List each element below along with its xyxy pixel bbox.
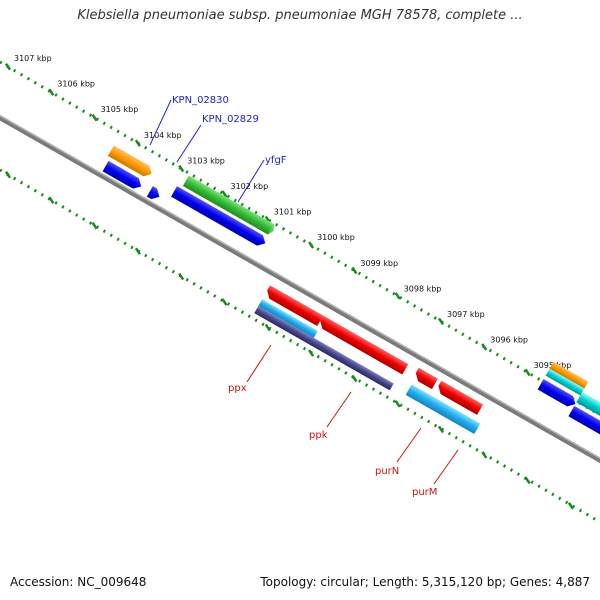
major-tick bbox=[264, 323, 271, 332]
gene-ppk-red[interactable] bbox=[317, 315, 409, 375]
major-tick bbox=[308, 241, 315, 249]
gene-purm-red[interactable] bbox=[435, 380, 484, 415]
major-tick bbox=[221, 298, 228, 306]
tick-label: 3096 kbp bbox=[490, 336, 528, 345]
leader-ppx bbox=[246, 344, 272, 383]
tick-label: 3105 kbp bbox=[101, 105, 139, 114]
genome-backbone-highlight bbox=[0, 114, 600, 460]
gene-ppk-purple[interactable] bbox=[254, 306, 394, 391]
gene-small-blue bbox=[146, 186, 160, 200]
leader-kpn-02830 bbox=[149, 99, 172, 146]
major-tick bbox=[178, 272, 185, 281]
gene-right-blue-2 bbox=[568, 405, 600, 437]
major-tick bbox=[134, 139, 141, 147]
major-tick bbox=[437, 317, 445, 326]
genome-backbone bbox=[0, 114, 600, 464]
major-tick bbox=[221, 190, 228, 198]
label-kpn-02830: KPN_02830 bbox=[172, 95, 229, 106]
major-tick bbox=[91, 113, 98, 122]
gene-blue-under-yfgf[interactable] bbox=[171, 186, 268, 248]
topology-label: Topology: circular; Length: 5,315,120 bp… bbox=[260, 575, 590, 589]
upper-tick-line bbox=[0, 60, 600, 417]
major-tick bbox=[394, 292, 401, 300]
label-purn: purN bbox=[375, 466, 399, 477]
major-tick bbox=[48, 88, 55, 96]
label-kpn-02829: KPN_02829 bbox=[202, 114, 259, 125]
leader-yfgf bbox=[237, 159, 265, 203]
label-ppx: ppx bbox=[228, 383, 247, 394]
major-tick bbox=[524, 476, 531, 485]
tick-label: 3101 kbp bbox=[274, 208, 312, 217]
label-ppk: ppk bbox=[309, 430, 328, 441]
major-tick bbox=[178, 164, 185, 173]
major-tick bbox=[481, 343, 488, 351]
tick-label: 3102 kbp bbox=[231, 182, 269, 191]
leader-ppk bbox=[326, 391, 352, 428]
major-tick bbox=[394, 400, 401, 408]
label-yfgf: yfgF bbox=[265, 155, 287, 166]
gene-ppx-cyan[interactable] bbox=[258, 299, 318, 338]
major-tick bbox=[4, 171, 12, 179]
upper-major-ticks bbox=[4, 63, 574, 402]
major-tick bbox=[567, 502, 574, 510]
major-tick bbox=[524, 368, 531, 377]
accession-label: Accession: NC_009648 bbox=[10, 575, 147, 589]
leader-purn bbox=[396, 427, 422, 463]
leader-purm bbox=[433, 449, 459, 485]
major-tick bbox=[481, 451, 488, 459]
major-tick bbox=[351, 374, 358, 383]
tick-label: 3099 kbp bbox=[360, 259, 398, 268]
leader-kpn-02829 bbox=[176, 124, 202, 163]
major-tick bbox=[308, 349, 315, 357]
major-tick bbox=[4, 63, 12, 71]
major-tick bbox=[437, 425, 445, 434]
gene-yfgf-tip bbox=[267, 224, 274, 235]
major-tick bbox=[48, 196, 55, 204]
gene-purnm-cyan[interactable] bbox=[405, 384, 481, 434]
label-purm: purM bbox=[412, 487, 437, 498]
lower-major-ticks bbox=[4, 171, 574, 510]
major-tick bbox=[351, 266, 358, 275]
gene-right-teal-2 bbox=[576, 391, 600, 423]
tick-label: 3097 kbp bbox=[447, 310, 485, 319]
map-title: Klebsiella pneumoniae subsp. pneumoniae … bbox=[77, 8, 523, 23]
gene-right-blue bbox=[537, 379, 576, 407]
gene-purn-red[interactable] bbox=[413, 367, 438, 390]
major-tick bbox=[91, 221, 98, 230]
tick-label: 3103 kbp bbox=[187, 156, 225, 165]
gene-yfgf[interactable] bbox=[182, 175, 274, 235]
gene-kpn-02830[interactable] bbox=[107, 145, 155, 180]
gene-ppx-red[interactable] bbox=[264, 285, 324, 326]
tick-label: 3104 kbp bbox=[144, 131, 182, 140]
tick-label: 3107 kbp bbox=[14, 54, 52, 63]
lower-tick-line bbox=[0, 168, 600, 524]
major-tick bbox=[134, 247, 141, 255]
tick-label: 3098 kbp bbox=[404, 284, 442, 293]
tick-label: 3100 kbp bbox=[317, 233, 355, 242]
gene-right-teal bbox=[545, 368, 585, 396]
tick-label: 3106 kbp bbox=[57, 80, 95, 89]
gene-right-orange bbox=[549, 361, 589, 389]
gene-kpn-02829[interactable] bbox=[102, 160, 145, 192]
